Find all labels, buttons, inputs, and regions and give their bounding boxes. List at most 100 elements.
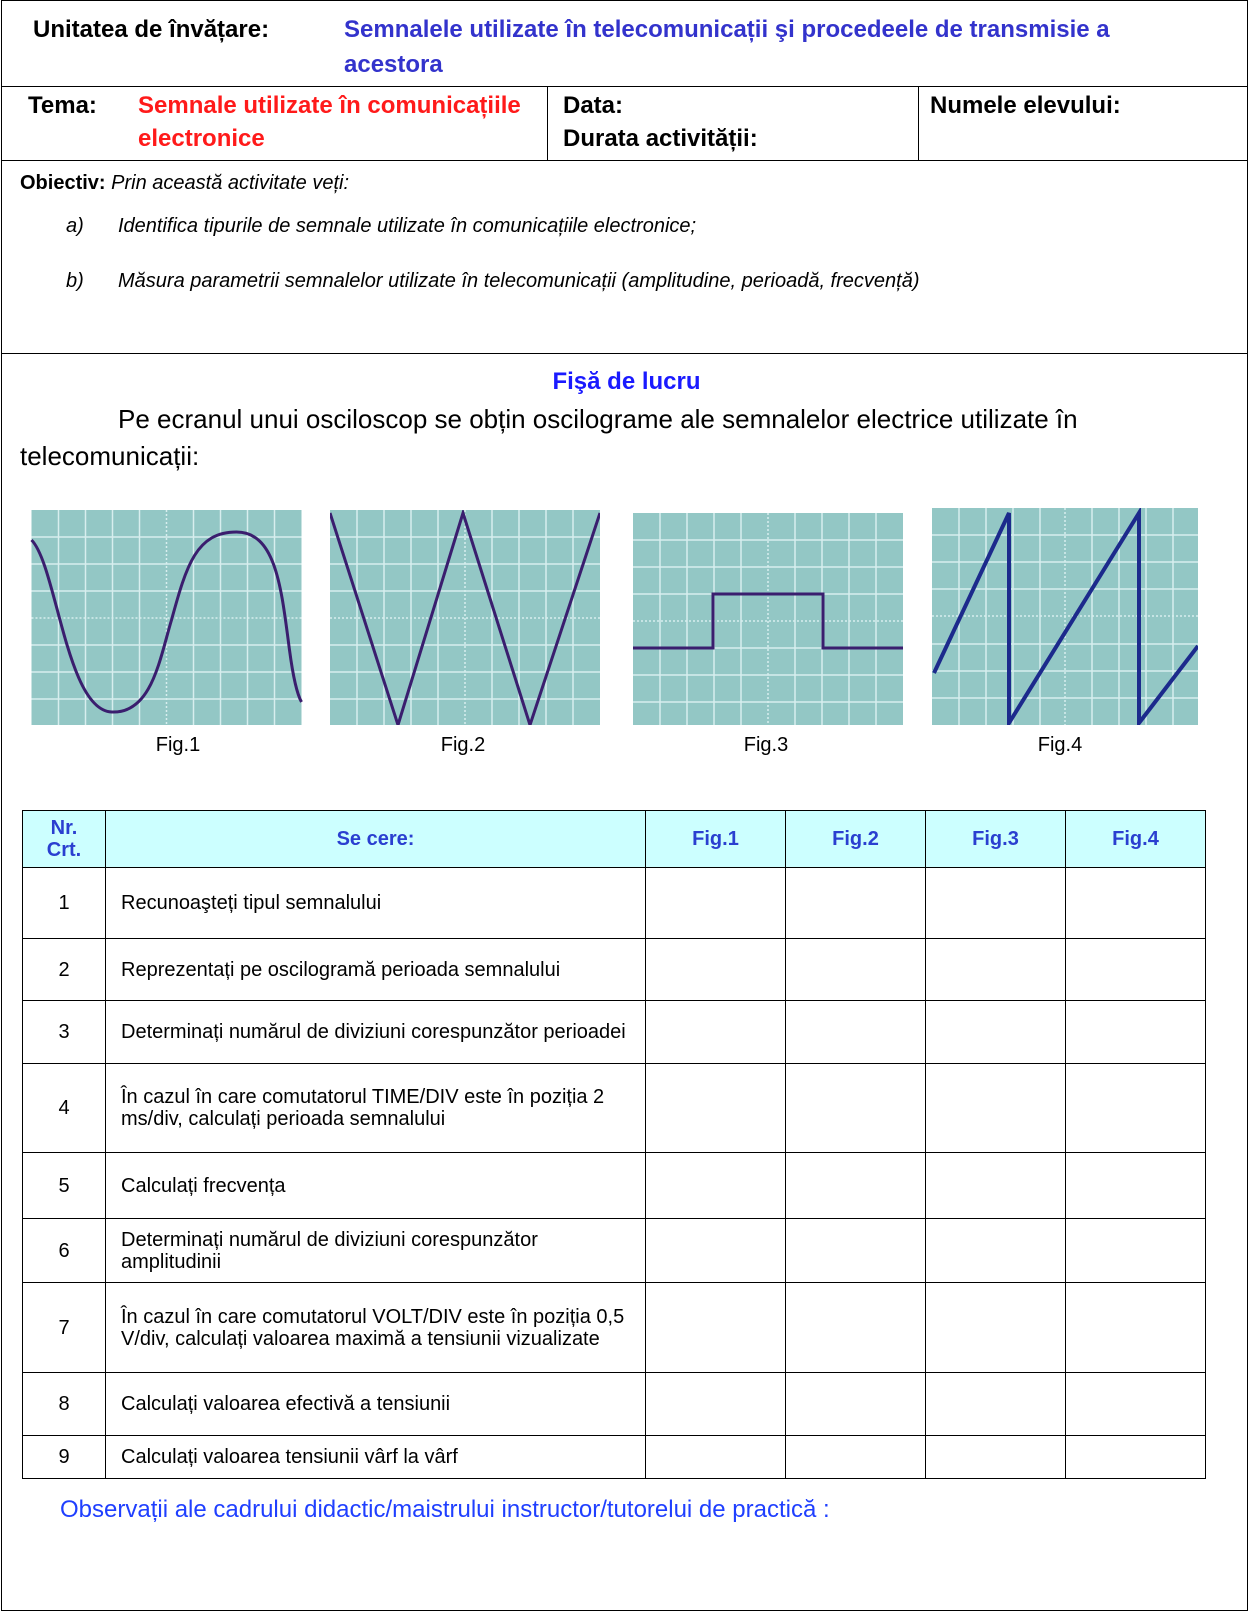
task-text: Calculați valoarea efectivă a tensiunii bbox=[106, 1373, 646, 1436]
row-number: 8 bbox=[23, 1373, 106, 1436]
header-cell: Nr. Crt. bbox=[23, 811, 106, 868]
task-text: Determinați numărul de diviziuni corespu… bbox=[106, 1219, 646, 1283]
row-divider bbox=[1, 353, 1248, 354]
unit-title: Semnalele utilizate în telecomunicații ş… bbox=[344, 12, 1164, 82]
task-text: Determinați numărul de diviziuni corespu… bbox=[106, 1001, 646, 1064]
item-text: Identifica tipurile de semnale utilizate… bbox=[118, 213, 1198, 239]
answer-cell bbox=[1066, 1373, 1206, 1436]
answer-cell bbox=[786, 1064, 926, 1153]
worksheet-page: Unitatea de învățare: Semnalele utilizat… bbox=[0, 0, 1249, 1611]
row-number: 4 bbox=[23, 1064, 106, 1153]
task-text: Reprezentați pe oscilogramă perioada sem… bbox=[106, 939, 646, 1001]
task-text: În cazul în care comutatorul VOLT/DIV es… bbox=[106, 1283, 646, 1373]
objective: Obiectiv: Prin această activitate veți: bbox=[20, 170, 349, 196]
answer-cell bbox=[646, 1001, 786, 1064]
figure-caption: Fig.3 bbox=[706, 734, 826, 757]
row-divider bbox=[1, 86, 1248, 87]
row-number: 7 bbox=[23, 1283, 106, 1373]
header-cell: Se cere: bbox=[106, 811, 646, 868]
row-divider bbox=[1, 160, 1248, 161]
row-number: 5 bbox=[23, 1153, 106, 1219]
worksheet-title: Fişă de lucru bbox=[0, 364, 1249, 399]
answer-cell bbox=[646, 1064, 786, 1153]
task-text: Recunoaşteți tipul semnalului bbox=[106, 868, 646, 939]
answer-cell bbox=[646, 939, 786, 1001]
answer-cell bbox=[926, 1373, 1066, 1436]
student-name-label: Numele elevului: bbox=[930, 89, 1121, 122]
row-number: 9 bbox=[23, 1436, 106, 1479]
header-cell: Fig.2 bbox=[786, 811, 926, 868]
answer-cell bbox=[1066, 1283, 1206, 1373]
row-number: 3 bbox=[23, 1001, 106, 1064]
answer-cell bbox=[1066, 1064, 1206, 1153]
row-number: 1 bbox=[23, 868, 106, 939]
answer-cell bbox=[786, 939, 926, 1001]
answer-cell bbox=[786, 868, 926, 939]
answer-cell bbox=[786, 1153, 926, 1219]
objective-intro: Prin această activitate veți: bbox=[111, 172, 349, 194]
answer-cell bbox=[786, 1436, 926, 1479]
answer-cell bbox=[1066, 1001, 1206, 1064]
answer-cell bbox=[926, 1436, 1066, 1479]
unit-label: Unitatea de învățare: bbox=[33, 12, 269, 47]
header-cell: Fig.4 bbox=[1066, 811, 1206, 868]
answer-cell bbox=[646, 1219, 786, 1283]
figure-caption: Fig.1 bbox=[118, 734, 238, 757]
answer-cell bbox=[926, 1153, 1066, 1219]
answer-cell bbox=[646, 1153, 786, 1219]
item-marker: a) bbox=[66, 213, 84, 239]
observations-label: Observații ale cadrului didactic/maistru… bbox=[60, 1496, 830, 1524]
answer-cell bbox=[926, 1064, 1066, 1153]
answer-cell bbox=[786, 1373, 926, 1436]
answer-cell bbox=[1066, 868, 1206, 939]
column-divider bbox=[918, 86, 919, 160]
intro-paragraph: Pe ecranul unui osciloscop se obțin osci… bbox=[20, 401, 1160, 475]
item-text: Măsura parametrii semnalelor utilizate î… bbox=[118, 255, 1178, 307]
answer-cell bbox=[646, 1283, 786, 1373]
figure-sine bbox=[30, 510, 303, 725]
task-text: În cazul în care comutatorul TIME/DIV es… bbox=[106, 1064, 646, 1153]
answer-cell bbox=[926, 939, 1066, 1001]
header-cell: Fig.1 bbox=[646, 811, 786, 868]
figure-caption: Fig.2 bbox=[403, 734, 523, 757]
figure-sawtooth bbox=[932, 508, 1198, 725]
answer-cell bbox=[786, 1283, 926, 1373]
theme-title: Semnale utilizate în comunicațiile elect… bbox=[138, 89, 528, 155]
column-divider bbox=[547, 86, 548, 160]
task-text: Calculați frecvența bbox=[106, 1153, 646, 1219]
answer-cell bbox=[926, 1283, 1066, 1373]
date-label: Data: bbox=[563, 89, 623, 122]
answer-cell bbox=[926, 868, 1066, 939]
answer-cell bbox=[1066, 1436, 1206, 1479]
answer-cell bbox=[926, 1219, 1066, 1283]
figure-square bbox=[632, 513, 904, 725]
item-marker: b) bbox=[66, 268, 84, 294]
objective-label: Obiectiv: bbox=[20, 172, 106, 194]
answer-cell bbox=[1066, 939, 1206, 1001]
answer-cell bbox=[786, 1001, 926, 1064]
answer-cell bbox=[1066, 1219, 1206, 1283]
row-number: 2 bbox=[23, 939, 106, 1001]
header-cell: Fig.3 bbox=[926, 811, 1066, 868]
answer-cell bbox=[646, 1436, 786, 1479]
duration-label: Durata activității: bbox=[563, 122, 758, 155]
row-number: 6 bbox=[23, 1219, 106, 1283]
answer-cell bbox=[1066, 1153, 1206, 1219]
answer-cell bbox=[646, 1373, 786, 1436]
answer-cell bbox=[786, 1219, 926, 1283]
theme-label: Tema: bbox=[28, 89, 97, 122]
answer-cell bbox=[926, 1001, 1066, 1064]
task-text: Calculați valoarea tensiunii vârf la vâr… bbox=[106, 1436, 646, 1479]
answer-cell bbox=[646, 868, 786, 939]
